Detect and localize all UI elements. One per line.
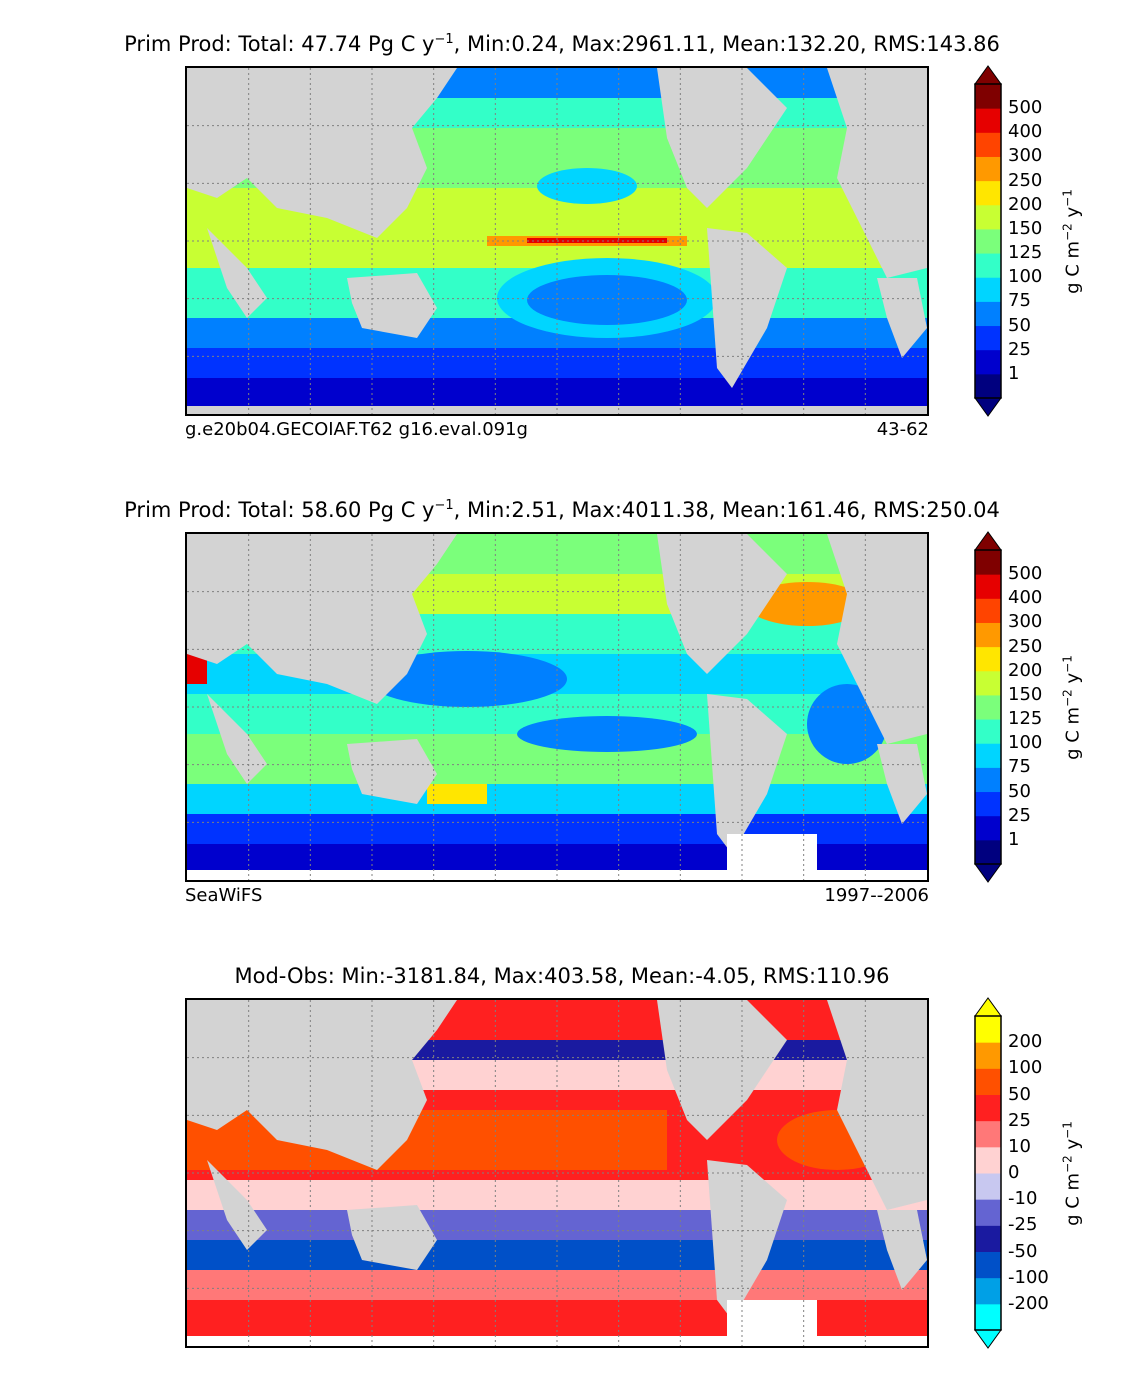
colorbar-band xyxy=(975,719,1001,744)
colorbar-band xyxy=(975,373,1001,399)
colorbar-band xyxy=(975,1225,1001,1252)
colorbar-band xyxy=(975,815,1001,841)
colorbar-tick-label: 10 xyxy=(1008,1135,1031,1157)
colorbar-band xyxy=(975,670,1001,696)
colorbar-tick-label: -200 xyxy=(1008,1292,1049,1314)
colorbar-band xyxy=(975,1251,1001,1279)
colorbar-band xyxy=(975,1042,1001,1069)
colorbar-band xyxy=(975,204,1001,230)
colorbar-band xyxy=(975,349,1001,375)
colorbar-tick-label: 1 xyxy=(1008,828,1020,850)
colorbar-tick-label: 100 xyxy=(1008,266,1043,288)
colorbar xyxy=(974,531,1002,883)
data-source-label: SeaWiFS xyxy=(185,885,263,906)
panel-title: Prim Prod: Total: 47.74 Pg C y−1, Min:0.… xyxy=(124,32,1000,56)
colorbar-extend-min xyxy=(974,863,1002,883)
colorbar-unit: g C m−2 y−1 xyxy=(1060,189,1084,294)
colorbar xyxy=(974,65,1002,417)
colorbar-tick-label: -25 xyxy=(1008,1214,1038,1236)
colorbar-band xyxy=(975,228,1001,254)
colorbar-tick-label: 125 xyxy=(1008,242,1043,264)
colorbar-tick-label: 300 xyxy=(1008,611,1043,633)
colorbar-band xyxy=(975,1068,1001,1095)
colorbar-band xyxy=(975,301,1001,327)
colorbar-tick-label: 125 xyxy=(1008,708,1043,730)
colorbar-band xyxy=(975,646,1001,672)
colorbar-band xyxy=(975,622,1001,648)
colorbar-tick-label: 75 xyxy=(1008,290,1031,312)
colorbar-tick-label: 25 xyxy=(1008,1109,1031,1131)
colorbar-band xyxy=(975,1173,1001,1200)
colorbar-tick-label: -10 xyxy=(1008,1188,1038,1210)
colorbar-svg xyxy=(974,65,1002,417)
colorbar-band xyxy=(975,598,1001,623)
model-label: g.e20b04.GECOIAF.T62 g16.eval.091g xyxy=(185,419,528,440)
colorbar-band xyxy=(975,84,1001,109)
colorbar-tick-label: 200 xyxy=(1008,1031,1043,1053)
colorbar-tick-label: 200 xyxy=(1008,193,1043,215)
colorbar-tick-label: 250 xyxy=(1008,169,1043,191)
colorbar-tick-label: 250 xyxy=(1008,635,1043,657)
colorbar-tick-label: 150 xyxy=(1008,217,1043,239)
colorbar-tick-label: 100 xyxy=(1008,732,1043,754)
colorbar-tick-label: 400 xyxy=(1008,587,1043,609)
panel-title: Mod-Obs: Min:-3181.84, Max:403.58, Mean:… xyxy=(234,964,890,988)
colorbar-tick-label: 400 xyxy=(1008,121,1043,143)
map-model xyxy=(185,66,929,416)
colorbar-extend-max xyxy=(974,531,1002,551)
colorbar-band xyxy=(975,253,1001,278)
colorbar-band xyxy=(975,277,1001,302)
colorbar-extend-min xyxy=(974,397,1002,417)
colorbar-tick-label: 0 xyxy=(1008,1162,1020,1183)
colorbar-tick-label: 25 xyxy=(1008,338,1031,360)
colorbar-svg xyxy=(974,997,1002,1349)
colorbar-band xyxy=(975,791,1001,817)
colorbar-tick-label: 500 xyxy=(1008,97,1043,119)
colorbar-tick-label: 25 xyxy=(1008,804,1031,826)
colorbar-tick-label: 50 xyxy=(1008,780,1031,802)
colorbar-band xyxy=(975,325,1001,351)
colorbar-tick-label: 50 xyxy=(1008,1083,1031,1105)
colorbar-tick-label: -50 xyxy=(1008,1240,1038,1262)
colorbar-band xyxy=(975,108,1001,133)
colorbar-tick-label: 150 xyxy=(1008,683,1043,705)
colorbar-band xyxy=(975,694,1001,720)
colorbar-band xyxy=(975,180,1001,206)
colorbar-band xyxy=(975,1146,1001,1174)
colorbar-unit: g C m−2 y−1 xyxy=(1060,655,1084,760)
colorbar-svg xyxy=(974,531,1002,883)
colorbar-tick-label: 500 xyxy=(1008,563,1043,585)
colorbar-extend-max xyxy=(974,997,1002,1017)
panel-title: Prim Prod: Total: 58.60 Pg C y−1, Min:2.… xyxy=(124,498,1000,522)
colorbar-band xyxy=(975,743,1001,768)
colorbar-tick-label: 1 xyxy=(1008,362,1020,384)
colorbar-band xyxy=(975,1277,1001,1305)
colorbar-tick-label: 200 xyxy=(1008,659,1043,681)
colorbar-band xyxy=(975,1016,1001,1043)
colorbar-band xyxy=(975,1094,1001,1122)
map-obs xyxy=(185,532,929,882)
colorbar-band xyxy=(975,1303,1001,1331)
colorbar-band xyxy=(975,550,1001,575)
colorbar-tick-label: 300 xyxy=(1008,145,1043,167)
colorbar-tick-label: 50 xyxy=(1008,314,1031,336)
colorbar-band xyxy=(975,1199,1001,1226)
colorbar-band xyxy=(975,767,1001,793)
map-diff xyxy=(185,998,929,1348)
colorbar-band xyxy=(975,1120,1001,1148)
colorbar-band xyxy=(975,839,1001,865)
colorbar xyxy=(974,997,1002,1349)
colorbar-band xyxy=(975,574,1001,599)
colorbar-band xyxy=(975,132,1001,157)
colorbar-tick-label: 100 xyxy=(1008,1057,1043,1079)
colorbar-band xyxy=(975,156,1001,182)
colorbar-extend-min xyxy=(974,1329,1002,1349)
period-label: 43-62 xyxy=(876,419,929,440)
colorbar-extend-max xyxy=(974,65,1002,85)
period-label: 1997--2006 xyxy=(824,885,929,906)
colorbar-unit: g C m−2 y−1 xyxy=(1060,1121,1084,1226)
colorbar-tick-label: 75 xyxy=(1008,756,1031,778)
colorbar-tick-label: -100 xyxy=(1008,1266,1049,1288)
